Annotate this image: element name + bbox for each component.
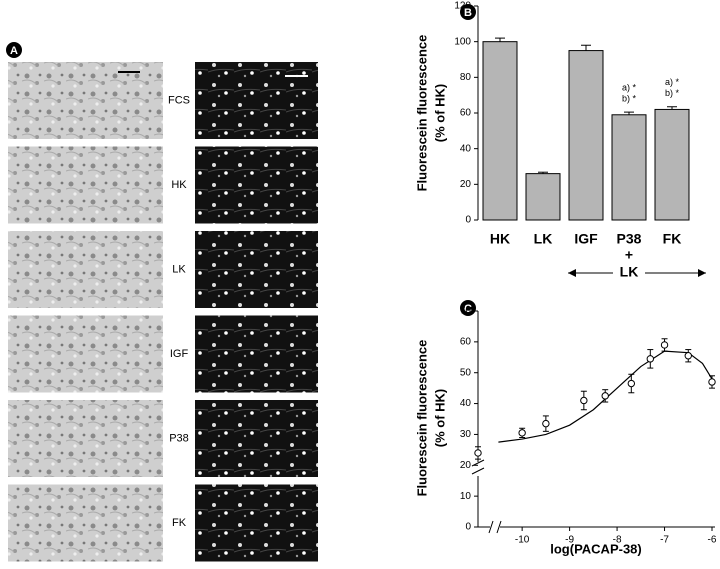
y-tick-label: 50 — [460, 367, 472, 378]
phase-image — [8, 400, 163, 477]
y-tick-label: 70 — [460, 306, 472, 317]
annotation: b) * — [665, 88, 680, 98]
row-label: FK — [172, 517, 187, 529]
phase-image — [8, 484, 163, 562]
group-label: LK — [620, 264, 639, 280]
y-tick-label: 80 — [460, 72, 472, 83]
annotation: a) * — [665, 77, 680, 87]
data-point — [542, 419, 550, 428]
y-tick-label: 10 — [460, 491, 472, 502]
bar — [568, 50, 604, 221]
y-axis-label: (% of HK) — [432, 84, 447, 143]
annotation: b) * — [622, 93, 637, 103]
y-tick-label: 0 — [465, 522, 471, 533]
x-tick-label: HK — [490, 231, 510, 247]
x-tick-label: IGF — [574, 231, 598, 247]
phase-image — [8, 62, 163, 139]
y-tick-label: 60 — [460, 336, 472, 347]
y-axis-label: Fluorescein fluorescence — [414, 340, 429, 497]
fluorescence-image — [195, 146, 318, 224]
fluorescence-image — [195, 400, 318, 477]
bar — [482, 41, 518, 221]
y-axis-label: Fluorescein fluorescence — [414, 35, 429, 192]
row-label: FCS — [168, 94, 190, 106]
y-axis-label: (% of HK) — [432, 389, 447, 448]
data-point — [474, 449, 482, 457]
x-axis-label: log(PACAP-38) — [550, 541, 641, 556]
row-label: LK — [172, 263, 186, 275]
fit-curve — [498, 350, 713, 443]
fluorescence-image — [195, 484, 318, 562]
panel-badge — [460, 300, 476, 316]
y-tick-label: 0 — [465, 215, 471, 226]
data-point — [601, 392, 609, 400]
data-point — [684, 352, 692, 360]
fluorescence-image — [195, 62, 318, 139]
bar — [525, 173, 561, 221]
group-plus: + — [625, 247, 633, 263]
panel-badge — [6, 42, 22, 58]
y-tick-label: 20 — [460, 460, 472, 471]
x-tick-label: -8 — [613, 535, 622, 546]
data-point — [627, 379, 636, 388]
x-tick-label: FK — [663, 231, 682, 247]
row-label: P38 — [169, 432, 189, 444]
x-tick-label: P38 — [617, 231, 642, 247]
fluorescence-image — [195, 231, 318, 308]
panel-badge — [460, 4, 476, 20]
annotation: a) * — [622, 82, 637, 92]
bar — [654, 108, 690, 221]
row-label: HK — [171, 179, 187, 191]
y-tick-label: 40 — [460, 398, 472, 409]
x-tick-label: LK — [534, 231, 553, 247]
axis-break — [488, 520, 502, 534]
data-point — [580, 396, 588, 405]
phase-image — [8, 231, 163, 308]
panel-label: B — [464, 7, 472, 19]
x-tick-label: -7 — [660, 535, 669, 546]
data-point — [518, 429, 526, 437]
x-tick-label: -6 — [708, 535, 717, 546]
data-point — [660, 341, 669, 349]
panel-a: A — [6, 42, 22, 58]
data-point — [708, 378, 716, 386]
y-tick-label: 100 — [454, 36, 471, 47]
bar — [611, 114, 647, 221]
y-tick-label: 20 — [460, 179, 472, 190]
panel-label: C — [464, 303, 472, 315]
data-point — [646, 355, 654, 363]
x-tick-label: -10 — [515, 535, 530, 546]
fluorescence-image — [195, 315, 318, 393]
y-tick-label: 40 — [460, 143, 472, 154]
x-tick-label: -9 — [565, 535, 574, 546]
row-label: IGF — [170, 348, 189, 360]
y-tick-label: 60 — [460, 108, 472, 119]
y-tick-label: 30 — [460, 429, 472, 440]
axis-break — [471, 459, 485, 475]
panel-label: A — [10, 45, 18, 57]
phase-image — [8, 146, 163, 224]
phase-image — [8, 315, 163, 393]
y-tick-label: 120 — [454, 1, 471, 12]
